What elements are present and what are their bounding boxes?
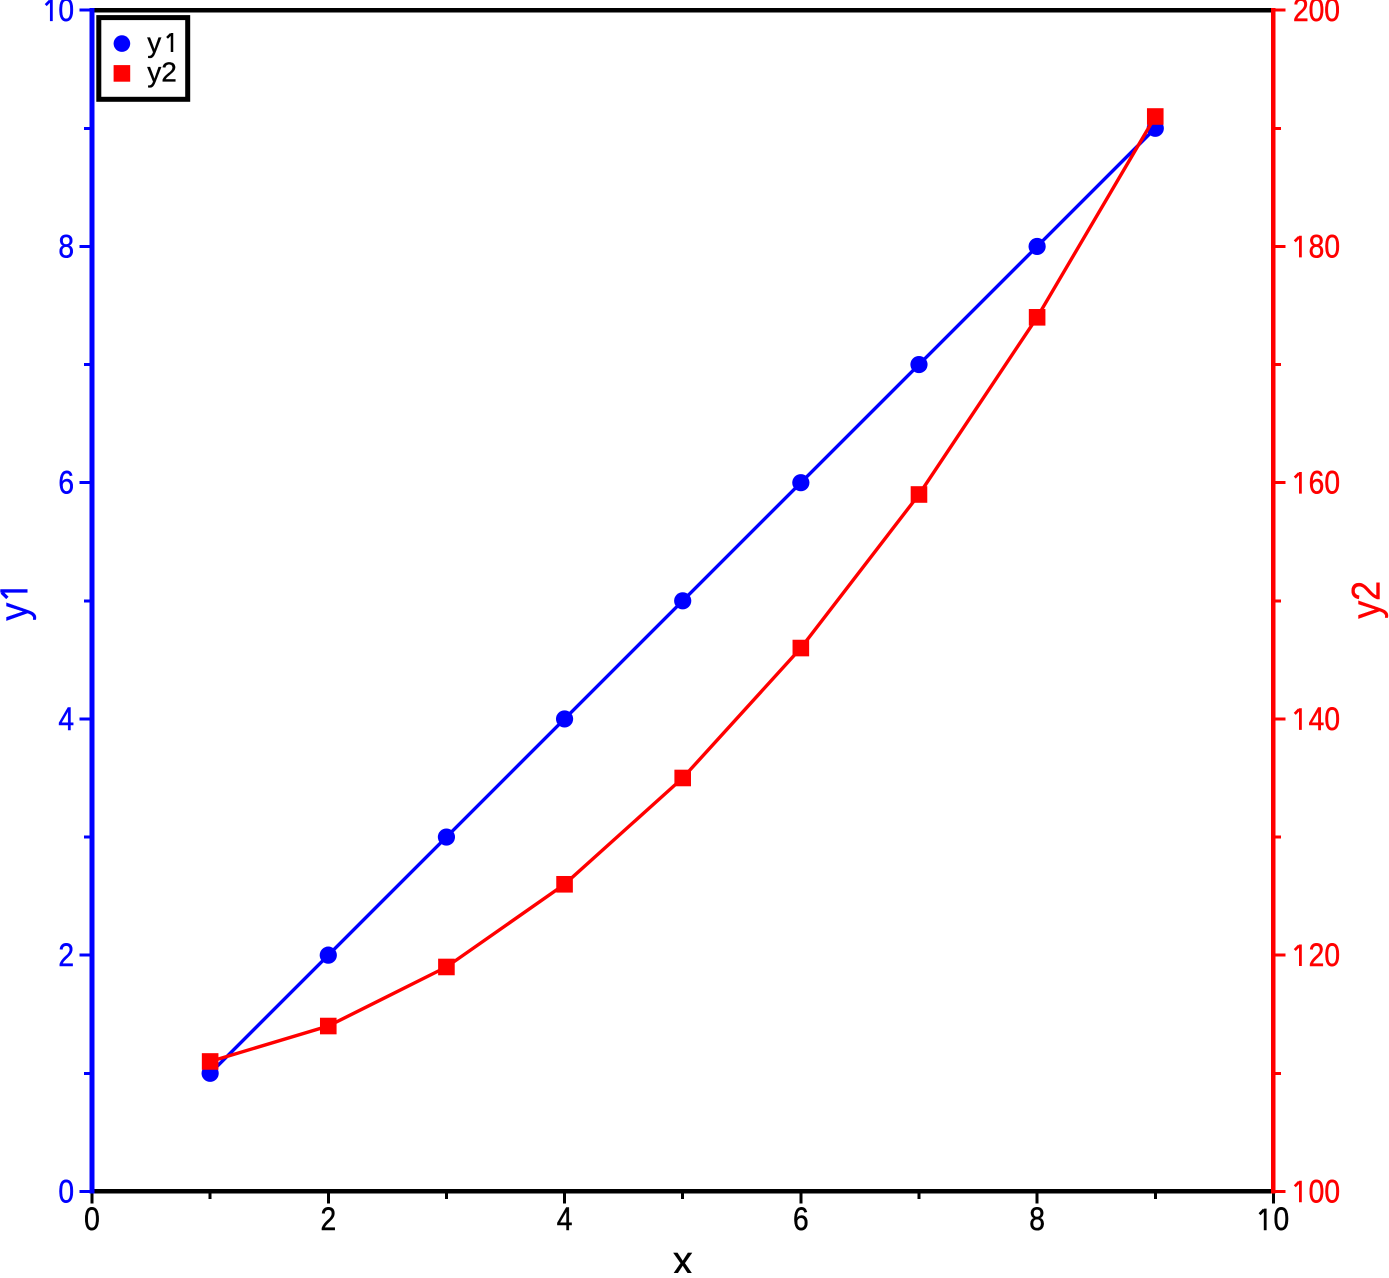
svg-text:8: 8 [1029,1203,1045,1238]
svg-text:00: 00 [1309,1175,1340,1210]
svg-text:y2: y2 [147,57,177,88]
svg-text:6: 6 [793,1203,809,1238]
svg-text:6: 6 [58,466,74,501]
svg-text:0: 0 [1274,1203,1290,1238]
svg-text:20: 20 [1309,938,1340,973]
svg-text:x: x [673,1239,693,1273]
svg-text:4: 4 [58,702,74,737]
svg-text:y2: y2 [1345,581,1389,619]
svg-text:60: 60 [1309,466,1340,501]
svg-text:8: 8 [58,230,74,265]
svg-text:y: y [147,27,161,58]
svg-text:80: 80 [1309,230,1340,265]
svg-text:40: 40 [1309,702,1340,737]
svg-text:2: 2 [58,938,74,973]
svg-text:2: 2 [320,1203,336,1238]
svg-text:4: 4 [557,1203,573,1238]
svg-text:0: 0 [58,0,74,29]
svg-text:200: 200 [1293,0,1340,29]
svg-text:y: y [0,603,37,621]
svg-text:0: 0 [58,1175,74,1210]
svg-text:0: 0 [84,1203,100,1238]
